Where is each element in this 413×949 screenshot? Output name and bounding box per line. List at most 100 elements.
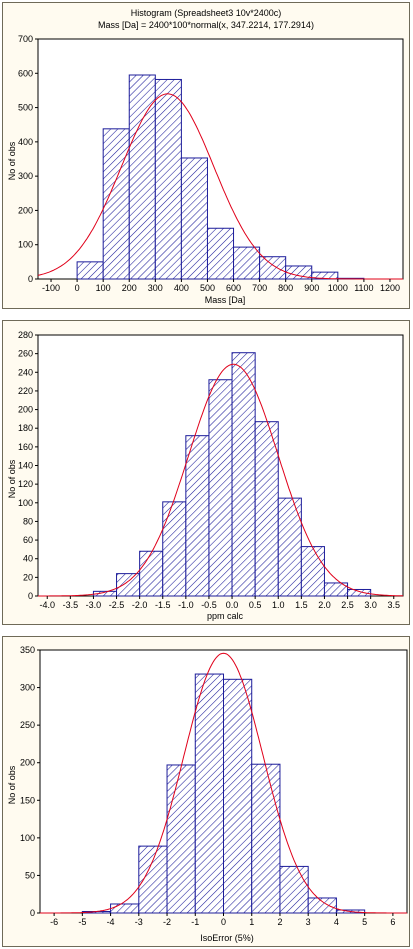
histogram-bar bbox=[233, 246, 261, 280]
y-tick-label: 350 bbox=[20, 645, 35, 655]
x-tick-label: 2.0 bbox=[318, 600, 331, 610]
x-tick-label: 4 bbox=[334, 917, 339, 927]
histogram-bar bbox=[231, 352, 256, 597]
x-tick-label: -4 bbox=[107, 917, 115, 927]
y-tick-label: 0 bbox=[28, 274, 33, 284]
normal-fit-curve bbox=[37, 93, 403, 280]
x-tick-label: -4.0 bbox=[39, 600, 55, 610]
x-tick-label: 500 bbox=[200, 283, 215, 293]
y-tick-label: 60 bbox=[23, 535, 33, 545]
histogram-bar bbox=[251, 763, 281, 914]
x-tick-label: 1200 bbox=[380, 283, 400, 293]
y-tick-label: 100 bbox=[20, 833, 35, 843]
y-tick-label: 40 bbox=[23, 554, 33, 564]
y-tick-label: 80 bbox=[23, 516, 33, 526]
x-tick-label: -1.0 bbox=[178, 600, 194, 610]
y-tick-label: 260 bbox=[18, 349, 33, 359]
x-tick-label: -2.5 bbox=[109, 600, 125, 610]
y-tick-label: 240 bbox=[18, 367, 33, 377]
x-tick-label: 400 bbox=[174, 283, 189, 293]
plot-area: 0 50 100 150 200 250 300 350 -6 -5 -4 -3 -2 -1 0 1 2 3 4 5 6 bbox=[20, 645, 408, 927]
histogram-bar bbox=[307, 897, 337, 914]
chart-panel-mass: Histogram (Spreadsheet3 10v*2400c) Mass … bbox=[2, 2, 410, 309]
plot-area: 0 100 200 300 400 500 600 700 -100 0 100 200 300 400 5… bbox=[18, 34, 404, 293]
y-tick-label: 100 bbox=[18, 498, 33, 508]
x-axis-label: Mass [Da] bbox=[205, 295, 246, 305]
y-axis-label: No of obs bbox=[7, 141, 17, 180]
y-tick-label: 50 bbox=[25, 870, 35, 880]
chart-ppm: No of obs ppm calc 0 20 40 60 80 100 120 140 160… bbox=[7, 330, 404, 621]
x-tick-label: 3 bbox=[306, 917, 311, 927]
y-tick-label: 120 bbox=[18, 479, 33, 489]
y-tick-label: 300 bbox=[18, 171, 33, 181]
histogram-bar bbox=[254, 421, 279, 597]
y-tick-label: 20 bbox=[23, 572, 33, 582]
x-tick-label: -1.5 bbox=[155, 600, 171, 610]
x-tick-label: 0.0 bbox=[226, 600, 239, 610]
x-tick-label: 6 bbox=[390, 917, 395, 927]
histogram-bar bbox=[311, 271, 339, 280]
chart-subtitle: Mass [Da] = 2400*100*normal(x, 347.2214,… bbox=[98, 20, 314, 30]
x-axis-label: ppm calc bbox=[207, 611, 244, 621]
histogram-bar bbox=[208, 379, 233, 597]
histogram-bar bbox=[138, 845, 168, 914]
y-tick-label: 200 bbox=[20, 758, 35, 768]
y-tick-label: 0 bbox=[28, 591, 33, 601]
histogram-bar bbox=[102, 128, 130, 280]
chart-panel-isoerror: No of obs IsoError (5%) 0 50 100 150 200 250 3… bbox=[2, 636, 410, 947]
x-tick-label: -3 bbox=[135, 917, 143, 927]
x-tick-label: 0 bbox=[75, 283, 80, 293]
x-tick-label: 0 bbox=[221, 917, 226, 927]
histogram-bar bbox=[347, 588, 372, 597]
x-tick-label: 3.5 bbox=[388, 600, 401, 610]
chart-isoerror: No of obs IsoError (5%) 0 50 100 150 200 250 3… bbox=[7, 645, 408, 943]
x-tick-label: -2.0 bbox=[132, 600, 148, 610]
y-tick-label: 600 bbox=[18, 68, 33, 78]
normal-fit-curve bbox=[40, 652, 407, 914]
chart-panel-ppm: No of obs ppm calc 0 20 40 60 80 100 120 140 160… bbox=[2, 320, 410, 625]
chart-title: Histogram (Spreadsheet3 10v*2400c) bbox=[131, 8, 282, 18]
x-tick-label: 300 bbox=[148, 283, 163, 293]
y-tick-label: 160 bbox=[18, 442, 33, 452]
x-tick-label: 700 bbox=[252, 283, 267, 293]
x-tick-label: -3.5 bbox=[63, 600, 79, 610]
x-tick-label: 800 bbox=[278, 283, 293, 293]
y-tick-label: 150 bbox=[20, 795, 35, 805]
chart-mass: Histogram (Spreadsheet3 10v*2400c) Mass … bbox=[7, 8, 404, 305]
x-tick-label: 5 bbox=[362, 917, 367, 927]
y-tick-label: 140 bbox=[18, 461, 33, 471]
x-tick-label: 1 bbox=[249, 917, 254, 927]
histogram-bar bbox=[139, 550, 164, 597]
x-tick-label: 1000 bbox=[328, 283, 348, 293]
y-axis-label: No of obs bbox=[7, 765, 17, 804]
x-tick-label: 100 bbox=[96, 283, 111, 293]
y-tick-label: 250 bbox=[20, 720, 35, 730]
y-tick-label: 700 bbox=[18, 34, 33, 44]
y-tick-label: 200 bbox=[18, 205, 33, 215]
histogram-bar bbox=[162, 501, 187, 597]
x-tick-label: -6 bbox=[50, 917, 58, 927]
histogram-bar bbox=[180, 157, 208, 280]
y-tick-label: 200 bbox=[18, 405, 33, 415]
x-tick-label: -100 bbox=[42, 283, 60, 293]
y-tick-label: 300 bbox=[20, 683, 35, 693]
plot-area: 0 20 40 60 80 100 120 140 160 180 200 220 240 260 280 -… bbox=[18, 330, 404, 610]
histogram-bar bbox=[223, 678, 253, 914]
histogram-bar bbox=[279, 865, 309, 914]
x-axis-label: IsoError (5%) bbox=[200, 933, 254, 943]
histogram-bar bbox=[116, 573, 141, 597]
histogram-bar bbox=[166, 764, 196, 914]
normal-fit-curve bbox=[38, 363, 403, 597]
histogram-bar bbox=[128, 74, 156, 280]
histogram-bar bbox=[259, 256, 287, 280]
x-tick-label: 2.5 bbox=[341, 600, 354, 610]
y-tick-label: 500 bbox=[18, 103, 33, 113]
histogram-bar bbox=[154, 78, 182, 280]
x-tick-label: 1100 bbox=[354, 283, 373, 293]
x-tick-label: -3.0 bbox=[86, 600, 102, 610]
x-tick-label: -1 bbox=[191, 917, 199, 927]
histogram-bar bbox=[300, 546, 325, 597]
y-axis-label: No of obs bbox=[7, 459, 17, 498]
y-tick-label: 100 bbox=[18, 240, 33, 250]
